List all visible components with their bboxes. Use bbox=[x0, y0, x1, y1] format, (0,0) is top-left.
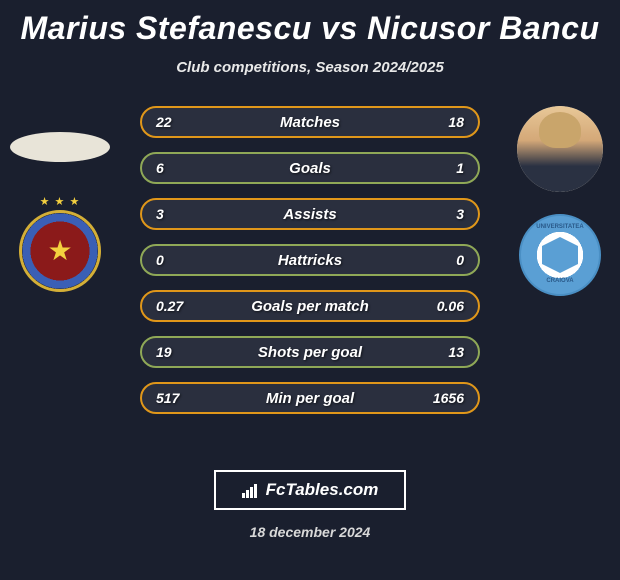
player-left-photo bbox=[10, 132, 110, 162]
stat-row: 0 Hattricks 0 bbox=[140, 244, 480, 276]
stat-right-value: 13 bbox=[448, 344, 464, 360]
brand-label: FcTables.com bbox=[266, 480, 379, 500]
stat-label: Goals per match bbox=[251, 298, 369, 315]
stat-row: 19 Shots per goal 13 bbox=[140, 336, 480, 368]
player-right-column: UNIVERSITATEA CRAIOVA bbox=[510, 106, 610, 296]
badge-text-bottom: CRAIOVA bbox=[521, 278, 599, 284]
club-badge-right: UNIVERSITATEA CRAIOVA bbox=[519, 214, 601, 296]
date-label: 18 december 2024 bbox=[250, 524, 371, 540]
stat-label: Matches bbox=[280, 114, 340, 131]
bar-chart-icon bbox=[242, 483, 260, 497]
stat-label: Shots per goal bbox=[258, 344, 362, 361]
stat-label: Goals bbox=[289, 160, 331, 177]
stat-right-value: 3 bbox=[456, 206, 464, 222]
stat-right-value: 1656 bbox=[433, 390, 464, 406]
stat-left-value: 3 bbox=[156, 206, 164, 222]
stat-right-value: 18 bbox=[448, 114, 464, 130]
club-badge-left bbox=[19, 210, 101, 292]
stat-label: Hattricks bbox=[278, 252, 342, 269]
stat-left-value: 19 bbox=[156, 344, 172, 360]
subtitle: Club competitions, Season 2024/2025 bbox=[0, 59, 620, 76]
stat-row: 6 Goals 1 bbox=[140, 152, 480, 184]
stat-left-value: 6 bbox=[156, 160, 164, 176]
player-right-photo bbox=[517, 106, 603, 192]
stat-left-value: 0 bbox=[156, 252, 164, 268]
stats-list: 22Matches186Goals13Assists30Hattricks00.… bbox=[140, 106, 480, 414]
stat-right-value: 0.06 bbox=[437, 298, 464, 314]
stat-left-value: 517 bbox=[156, 390, 179, 406]
stat-right-value: 0 bbox=[456, 252, 464, 268]
stat-right-value: 1 bbox=[456, 160, 464, 176]
stat-label: Min per goal bbox=[266, 390, 354, 407]
stat-row: 0.27 Goals per match 0.06 bbox=[140, 290, 480, 322]
footer: FcTables.com 18 december 2024 bbox=[0, 470, 620, 540]
player-face-icon bbox=[517, 106, 603, 192]
page-title: Marius Stefanescu vs Nicusor Bancu bbox=[0, 0, 620, 47]
brand-box[interactable]: FcTables.com bbox=[214, 470, 407, 510]
stat-label: Assists bbox=[283, 206, 336, 223]
stat-left-value: 22 bbox=[156, 114, 172, 130]
stat-left-value: 0.27 bbox=[156, 298, 183, 314]
stat-row: 517 Min per goal 1656 bbox=[140, 382, 480, 414]
badge-text-top: UNIVERSITATEA bbox=[521, 224, 599, 230]
comparison-panel: UNIVERSITATEA CRAIOVA 22 Matches 18 6 Goals 1… bbox=[0, 106, 620, 446]
stat-row: 3 Assists 3 bbox=[140, 198, 480, 230]
stat-row: 22 Matches 18 bbox=[140, 106, 480, 138]
player-left-column bbox=[10, 106, 110, 292]
